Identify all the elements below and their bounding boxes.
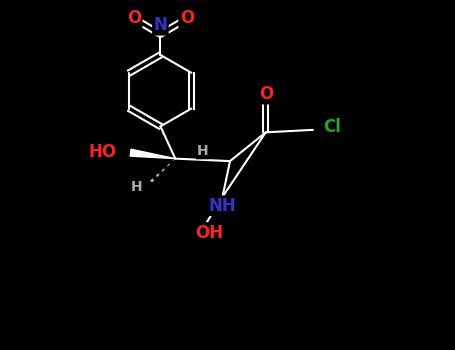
Text: O: O: [180, 9, 194, 27]
Text: O: O: [127, 9, 141, 27]
Text: NH: NH: [209, 197, 237, 215]
Text: Cl: Cl: [323, 118, 341, 136]
Text: H: H: [131, 180, 142, 194]
Text: N: N: [153, 16, 167, 34]
Text: HO: HO: [89, 143, 116, 161]
Polygon shape: [130, 149, 175, 159]
Text: OH: OH: [195, 224, 223, 241]
Text: O: O: [258, 85, 273, 103]
Text: H: H: [197, 144, 208, 158]
